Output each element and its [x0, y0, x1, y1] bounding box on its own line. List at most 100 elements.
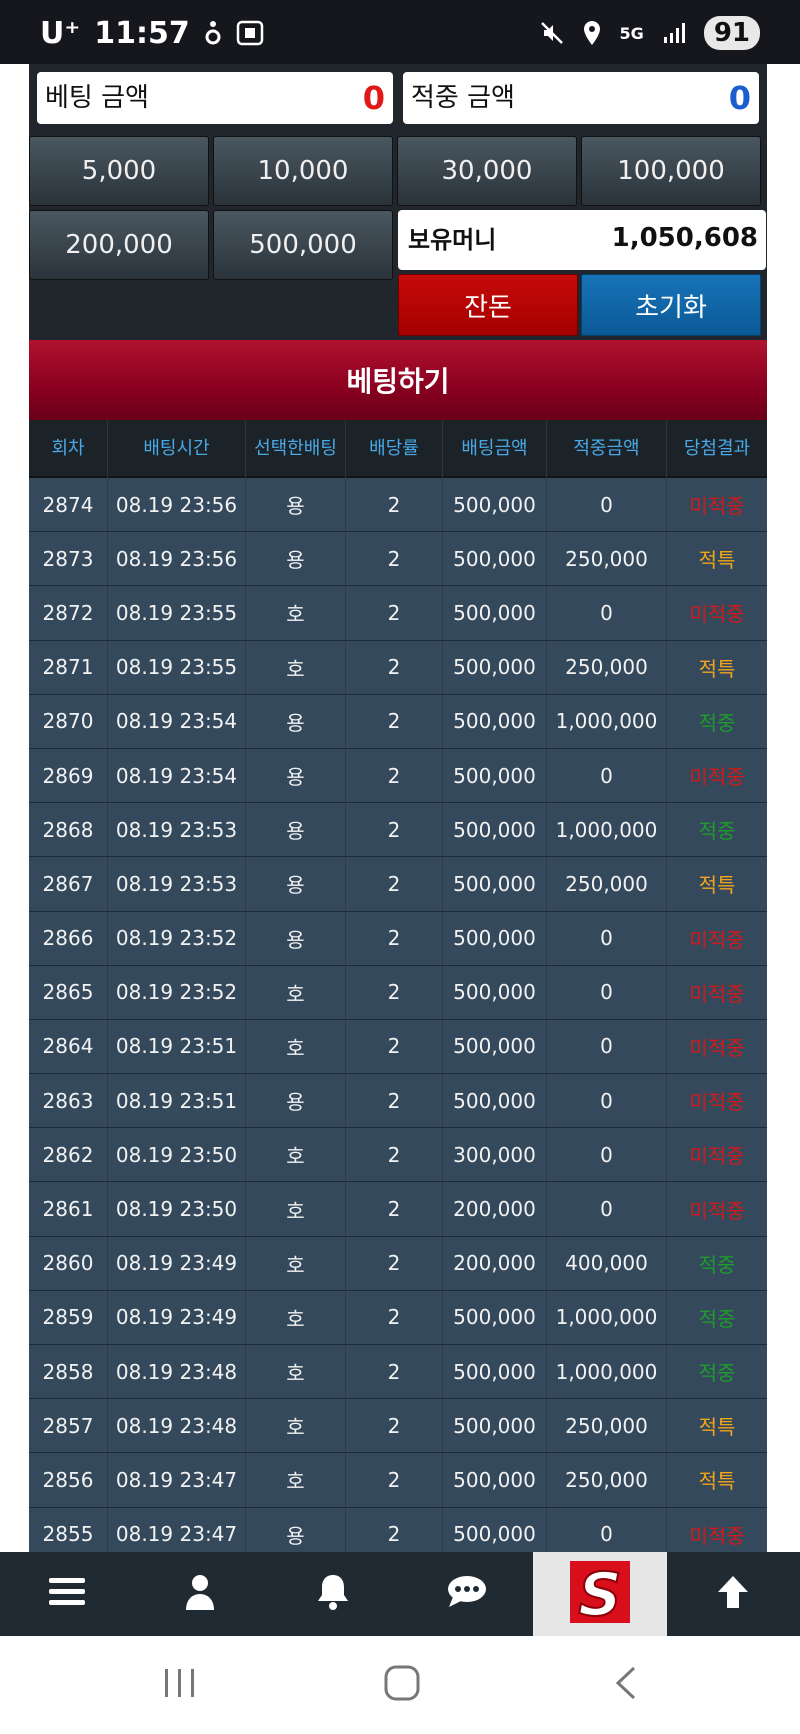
hit-amount-cell: 1,000,000 [547, 1345, 667, 1399]
time-cell: 08.19 23:51 [108, 1074, 246, 1128]
time-cell: 08.19 23:54 [108, 748, 246, 803]
selection-cell: 용 [246, 532, 346, 586]
place-bet-button[interactable]: 베팅하기 [29, 340, 767, 420]
menu-icon [48, 1577, 85, 1611]
time-cell: 08.19 23:49 [108, 1236, 246, 1290]
round-cell: 2874 [29, 478, 108, 532]
bet-amount-cell: 500,000 [443, 1453, 547, 1507]
table-row: 2858 08.19 23:48 호 2 500,000 1,000,000 적중 [29, 1345, 767, 1400]
time-cell: 08.19 23:55 [108, 586, 246, 640]
bet-amount-cell: 500,000 [443, 1399, 547, 1453]
round-cell: 2867 [29, 857, 108, 911]
selection-cell: 호 [246, 1453, 346, 1507]
odds-cell: 2 [346, 1453, 443, 1507]
table-row: 2856 08.19 23:47 호 2 500,000 250,000 적특 [29, 1453, 767, 1508]
result-cell: 미적중 [689, 927, 745, 952]
table-row: 2871 08.19 23:55 호 2 500,000 250,000 적특 [29, 640, 767, 695]
location-icon [582, 20, 602, 46]
chip-10000-button[interactable]: 10,000 [213, 136, 393, 206]
scroll-top-button[interactable] [667, 1552, 800, 1636]
col-selection: 선택한배팅 [246, 420, 346, 478]
chip-500000-button[interactable]: 500,000 [213, 210, 393, 280]
bet-amount-cell: 500,000 [443, 803, 547, 857]
hit-amount-cell: 0 [547, 1182, 667, 1236]
result-cell: 미적중 [689, 1035, 745, 1060]
round-cell: 2865 [29, 965, 108, 1019]
recent-apps-button[interactable] [150, 1660, 210, 1710]
table-row: 2869 08.19 23:54 용 2 500,000 0 미적중 [29, 748, 767, 804]
result-cell: 미적중 [689, 1090, 745, 1115]
bet-amount-cell: 500,000 [443, 965, 547, 1019]
chat-button[interactable] [400, 1552, 533, 1636]
col-bet-time: 배팅시간 [108, 420, 246, 478]
round-cell: 2856 [29, 1453, 108, 1507]
chip-5000-button[interactable]: 5,000 [29, 136, 209, 206]
round-cell: 2866 [29, 911, 108, 965]
odds-cell: 2 [346, 1182, 443, 1236]
col-hit-amount: 적중금액 [547, 420, 667, 478]
round-cell: 2862 [29, 1128, 108, 1182]
selection-cell: 호 [246, 1019, 346, 1074]
history-table-body: 2874 08.19 23:56 용 2 500,000 0 미적중 2873 08.19 23… [29, 478, 767, 1552]
bell-icon [316, 1573, 350, 1615]
result-cell: 미적중 [689, 1523, 745, 1548]
back-icon [612, 1665, 640, 1705]
result-cell: 미적중 [689, 494, 745, 519]
result-cell: 미적중 [689, 765, 745, 790]
chip-30000-button[interactable]: 30,000 [397, 136, 577, 206]
hit-amount-cell: 400,000 [547, 1236, 667, 1290]
profile-button[interactable] [133, 1552, 266, 1636]
selection-cell: 용 [246, 478, 346, 532]
bet-amount-cell: 500,000 [443, 748, 547, 803]
hit-amount-cell: 250,000 [547, 640, 667, 694]
odds-cell: 2 [346, 748, 443, 803]
result-cell: 적특 [698, 1469, 736, 1494]
table-row: 2870 08.19 23:54 용 2 500,000 1,000,000 적중 [29, 694, 767, 749]
hit-amount-cell: 0 [547, 911, 667, 965]
result-cell: 미적중 [689, 602, 745, 627]
odds-cell: 2 [346, 857, 443, 911]
odds-cell: 2 [346, 1074, 443, 1128]
selection-cell: 호 [246, 586, 346, 640]
bet-amount-cell: 200,000 [443, 1182, 547, 1236]
hit-amount-cell: 0 [547, 748, 667, 803]
user-icon [185, 1574, 215, 1614]
balance-value: 1,050,608 [611, 223, 758, 253]
chip-200000-button[interactable]: 200,000 [29, 210, 209, 280]
table-row: 2863 08.19 23:51 용 2 500,000 0 미적중 [29, 1074, 767, 1129]
hit-amount-cell: 0 [547, 965, 667, 1019]
selection-cell: 용 [246, 911, 346, 965]
time-cell: 08.19 23:48 [108, 1345, 246, 1399]
home-button[interactable] [372, 1660, 432, 1710]
selection-cell: 호 [246, 1236, 346, 1290]
recent-apps-icon [162, 1667, 198, 1703]
change-button[interactable]: 잔돈 [398, 274, 578, 336]
time-cell: 08.19 23:50 [108, 1128, 246, 1182]
time-cell: 08.19 23:52 [108, 911, 246, 965]
table-row: 2855 08.19 23:47 용 2 500,000 0 미적중 [29, 1507, 767, 1552]
odds-cell: 2 [346, 532, 443, 586]
time-cell: 08.19 23:50 [108, 1182, 246, 1236]
round-cell: 2870 [29, 694, 108, 748]
home-icon [383, 1664, 421, 1706]
hit-amount-cell: 0 [547, 1507, 667, 1552]
hit-amount-cell: 1,000,000 [547, 1290, 667, 1344]
chip-100000-button[interactable]: 100,000 [581, 136, 761, 206]
back-button[interactable] [596, 1660, 656, 1710]
balance-label: 보유머니 [408, 226, 497, 254]
network-type-icon: 5G [619, 23, 644, 43]
accessibility-icon [204, 20, 222, 46]
round-cell: 2858 [29, 1345, 108, 1399]
odds-cell: 2 [346, 803, 443, 857]
notifications-button[interactable] [267, 1552, 400, 1636]
arrow-up-icon [715, 1574, 751, 1614]
betting-panel: 베팅 금액 0 적중 금액 0 5,000 10,000 30,000 100,… [29, 64, 767, 1552]
logo-button[interactable]: S [533, 1552, 667, 1636]
menu-button[interactable] [0, 1552, 133, 1636]
selection-cell: 호 [246, 640, 346, 694]
reset-button[interactable]: 초기화 [581, 274, 761, 336]
selection-cell: 용 [246, 748, 346, 803]
hit-amount-cell: 0 [547, 1128, 667, 1182]
odds-cell: 2 [346, 1290, 443, 1344]
selection-cell: 호 [246, 965, 346, 1019]
